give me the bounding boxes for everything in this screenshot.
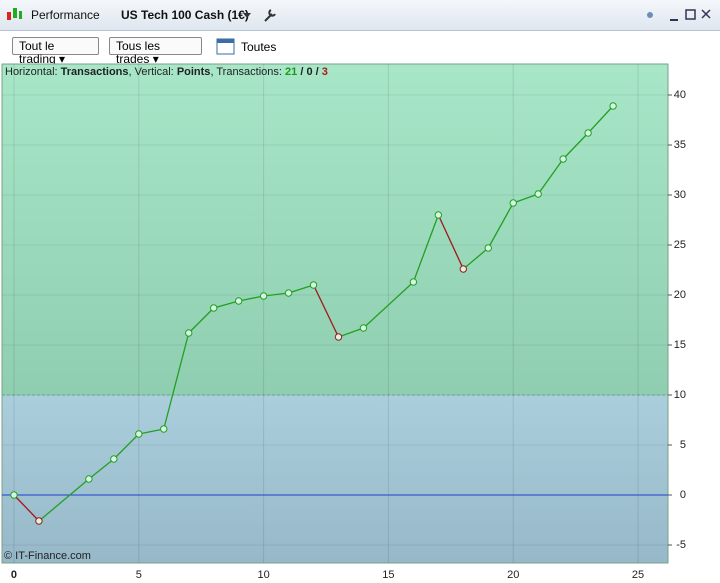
segment: [163, 332, 190, 430]
segment: [288, 284, 314, 294]
trades-filter[interactable]: Tous les trades ▾: [109, 37, 202, 66]
settings-icon[interactable]: [262, 7, 278, 23]
segment: [338, 327, 364, 338]
segment: [38, 478, 90, 522]
point: [160, 425, 168, 433]
segment: [412, 214, 439, 283]
point: [209, 304, 218, 312]
point: [509, 199, 517, 207]
copyright: © IT-Finance.com: [4, 550, 91, 562]
point: [534, 190, 542, 198]
segment: [537, 158, 564, 195]
dropdown-arrow[interactable]: [243, 13, 251, 18]
legend-text: Points: [177, 66, 211, 78]
y-tick-label: 15: [674, 339, 686, 351]
legend-text: /: [316, 66, 319, 78]
legend-text: , Vertical:: [129, 66, 174, 78]
segment: [113, 433, 140, 460]
y-tick-label: -5: [676, 539, 686, 551]
y-tick-label: 35: [674, 139, 686, 151]
point: [309, 281, 318, 289]
segment: [363, 281, 414, 329]
x-tick-label: 25: [632, 569, 644, 581]
point: [185, 329, 193, 337]
segment: [138, 428, 164, 435]
point: [609, 102, 617, 110]
segment: [13, 494, 40, 522]
legend-line: Horizontal: Transactions, Vertical: Poin…: [5, 66, 328, 78]
trading-filter[interactable]: Tout le trading ▾: [12, 37, 99, 66]
even-count: 0: [306, 66, 312, 78]
segment: [213, 300, 239, 309]
segment: [188, 307, 215, 334]
y-tick-label: 40: [674, 89, 686, 101]
period-label[interactable]: Toutes: [241, 40, 277, 54]
toolbar: Tout le trading ▾ Tous les trades ▾ Tout…: [0, 31, 720, 66]
point: [559, 155, 567, 163]
segment: [487, 202, 514, 249]
legend-text: Horizontal:: [5, 66, 58, 78]
chart: Horizontal: Transactions, Vertical: Poin…: [1, 63, 686, 581]
segment: [462, 247, 489, 270]
lower-zone: [2, 395, 668, 563]
instrument-selector[interactable]: US Tech 100 Cash (1€): [121, 8, 249, 22]
y-tick-label: 0: [680, 489, 686, 501]
upper-zone: [2, 64, 668, 395]
x-tick-label: 20: [507, 569, 519, 581]
point: [434, 211, 443, 219]
window-controls[interactable]: [640, 7, 716, 23]
legend-text: Transactions: [61, 66, 129, 78]
segment: [263, 292, 289, 297]
y-tick-label: 10: [674, 389, 686, 401]
point: [584, 129, 592, 137]
point: [284, 289, 293, 297]
trades-filter-label: Tous les trades: [116, 39, 161, 66]
point: [409, 278, 418, 286]
point: [110, 455, 118, 463]
trading-filter-label: Tout le trading: [19, 39, 56, 66]
point: [459, 265, 468, 273]
plot-frame: [1, 63, 669, 564]
x-tick-label: 10: [257, 569, 269, 581]
x-tick-label: 15: [382, 569, 394, 581]
segment: [437, 214, 464, 270]
point: [234, 297, 243, 305]
segment: [562, 132, 589, 160]
legend-text: /: [300, 66, 303, 78]
point: [484, 244, 492, 252]
y-tick-label: 25: [674, 239, 686, 251]
tab-label[interactable]: Performance: [31, 8, 100, 22]
segment: [88, 458, 115, 480]
calendar-icon[interactable]: [216, 37, 236, 57]
loss-count: 3: [322, 66, 328, 78]
legend-text: , Transactions:: [210, 66, 282, 78]
segment: [238, 295, 264, 302]
point: [334, 333, 343, 341]
x-tick-label: 5: [136, 569, 142, 581]
x-tick-label: 0: [11, 569, 17, 581]
point: [135, 430, 143, 438]
segment: [312, 284, 340, 338]
segment: [587, 105, 614, 134]
point: [10, 491, 18, 499]
y-tick-label: 5: [680, 439, 686, 451]
chart-icon: [7, 8, 22, 20]
point: [35, 517, 43, 525]
title-bar: Performance US Tech 100 Cash (1€): [0, 0, 720, 31]
segment: [513, 193, 539, 204]
y-tick-label: 20: [674, 289, 686, 301]
point: [85, 475, 93, 483]
point: [259, 292, 268, 300]
win-count: 21: [285, 66, 297, 78]
point: [359, 324, 368, 332]
y-tick-label: 30: [674, 189, 686, 201]
